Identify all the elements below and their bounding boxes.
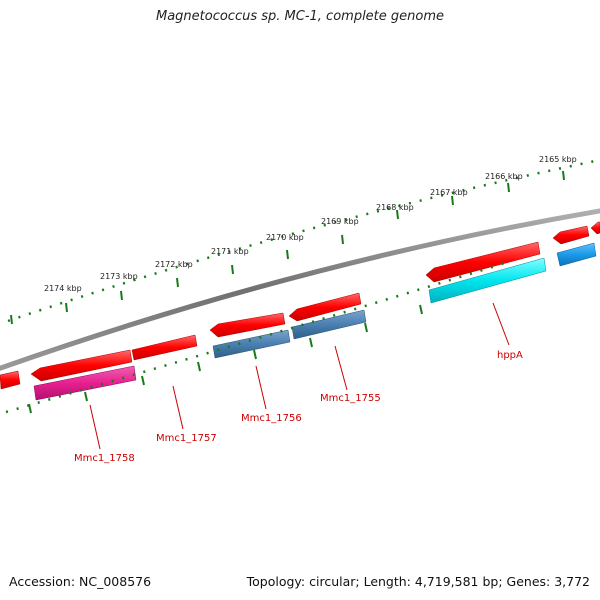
major-tick: [309, 337, 313, 348]
tick-label: 2166 kbp: [485, 172, 523, 181]
outer-ruler-major-ticks: [10, 170, 565, 325]
major-tick: [65, 302, 68, 313]
label-leaders: [89, 302, 510, 450]
tick-label: 2170 kbp: [266, 233, 304, 242]
gene-mmc1-1755[interactable]: [291, 309, 367, 340]
major-tick: [562, 170, 565, 181]
major-tick: [141, 375, 145, 386]
leader-mmc1-1757: [172, 385, 184, 430]
leader-mmc1-1756: [255, 365, 267, 410]
tick-label: 2172 kbp: [155, 260, 193, 269]
major-tick: [197, 361, 201, 372]
forward-gene-arrow: [0, 370, 21, 390]
gene-features: [33, 242, 597, 401]
leader-mmc1-1755: [334, 345, 348, 391]
gene-mmc1-1756[interactable]: [212, 329, 291, 359]
major-tick: [231, 264, 234, 275]
major-tick: [341, 234, 344, 245]
gene-mmc1-1758[interactable]: [33, 365, 137, 401]
topology-text: Topology: circular; Length: 4,719,581 bp…: [246, 574, 590, 589]
gene-labels: Mmc1_1758 Mmc1_1757 Mmc1_1756 Mmc1_1755 …: [74, 350, 523, 464]
major-tick: [176, 277, 179, 288]
gene-label-mmc1-1756[interactable]: Mmc1_1756: [241, 413, 302, 424]
leader-mmc1-1758: [89, 404, 101, 450]
major-tick: [253, 349, 257, 360]
gene-hppA[interactable]: [428, 257, 547, 304]
gene-label-hppA[interactable]: hppA: [497, 350, 523, 361]
genome-backbone: [0, 208, 600, 371]
major-tick: [507, 182, 510, 193]
major-tick: [84, 391, 88, 402]
forward-gene-arrow: [590, 221, 600, 235]
major-tick: [364, 322, 368, 333]
major-tick: [419, 304, 423, 315]
tick-label: 2173 kbp: [100, 272, 138, 281]
major-tick: [286, 249, 289, 260]
gene-label-mmc1-1755[interactable]: Mmc1_1755: [320, 393, 381, 404]
major-tick: [396, 209, 399, 220]
forward-gene-arrow: [552, 225, 590, 245]
forward-gene-arrow: [425, 241, 541, 283]
tick-label: 2169 kbp: [321, 217, 359, 226]
major-tick: [10, 314, 13, 325]
major-tick: [451, 195, 454, 206]
tick-label: 2168 kbp: [376, 203, 414, 212]
major-tick: [28, 403, 32, 414]
gene-partial-right[interactable]: [556, 242, 597, 267]
map-title: Magnetococcus sp. MC-1, complete genome: [155, 9, 445, 24]
forward-gene-arrow: [288, 292, 362, 322]
tick-label: 2165 kbp: [539, 155, 577, 164]
gene-label-mmc1-1757[interactable]: Mmc1_1757: [156, 433, 217, 444]
tick-label: 2174 kbp: [44, 284, 82, 293]
major-tick: [120, 290, 123, 301]
tick-label: 2167 kbp: [430, 188, 468, 197]
forward-gene-arrow: [30, 349, 133, 382]
gene-label-mmc1-1758[interactable]: Mmc1_1758: [74, 453, 135, 464]
accession-text: Accession: NC_008576: [9, 574, 152, 589]
outer-ruler: [7, 158, 600, 323]
leader-hppA: [492, 302, 510, 346]
forward-strand-features: [0, 221, 600, 390]
inner-ruler-major-ticks: [28, 304, 423, 414]
outer-ruler-labels: 2165 kbp 2166 kbp 2167 kbp 2168 kbp 2169…: [44, 155, 577, 293]
forward-gene-arrow: [209, 312, 286, 338]
forward-gene-arrow: [131, 334, 198, 361]
tick-label: 2171 kbp: [211, 247, 249, 256]
